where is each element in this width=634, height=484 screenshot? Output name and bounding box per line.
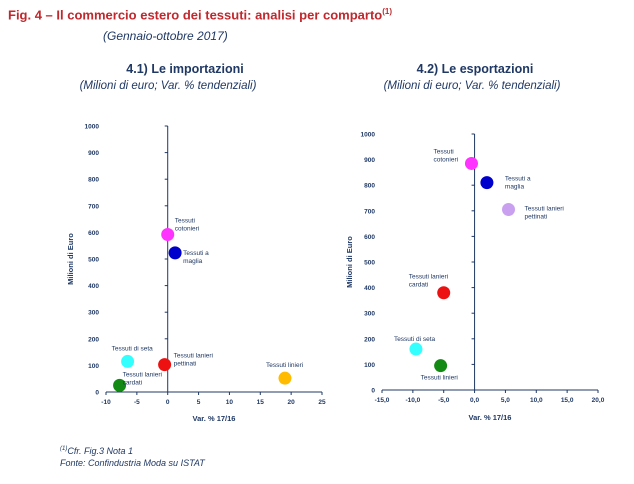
footnote-note: (1)Cfr. Fig.3 Nota 1 [60,446,134,456]
imports-panel-title: 4.1) Le importazioni [126,62,244,76]
imports-panel-subtitle: (Milioni di euro; Var. % tendenziali) [79,80,257,92]
chart-exports-point-label: maglia [505,184,525,191]
chart-imports-x-tick-label: 15 [257,399,265,406]
chart-imports-y-tick-label: 700 [88,203,99,210]
chart-exports-point-label: Tessuti [433,148,453,155]
chart-exports-point-label: Tessuti lanieri [409,274,448,281]
chart-exports-point [437,286,451,300]
chart-imports-point-label: Tessuti [175,218,195,225]
chart-imports-x-tick-label: 10 [226,399,234,406]
chart-exports-point-label: Tessuti linieri [421,375,458,382]
chart-exports-point [409,342,423,356]
chart-imports-point-label: Tessuti a [183,250,209,257]
chart-exports-point-label: cotonieri [433,156,458,163]
chart-exports-x-tick-label: 20,0 [592,397,605,404]
chart-exports-y-tick-label: 100 [364,362,375,369]
figure-subtitle: (Gennaio-ottobre 2017) [103,29,228,43]
chart-imports-y-tick-label: 0 [95,390,99,397]
chart-imports-y-tick-label: 600 [88,230,99,237]
chart-exports-y-tick-label: 400 [364,285,375,292]
chart-imports-x-tick-label: -10 [101,399,111,406]
chart-imports-y-tick-label: 1000 [85,124,100,131]
chart-imports-y-tick-label: 500 [88,257,99,264]
footnote-source: Fonte: Confindustria Moda su ISTAT [60,458,205,468]
chart-exports-x-axis-title: Var. % 17/16 [469,413,512,422]
chart-exports-y-tick-label: 200 [364,336,375,343]
chart-imports-point-label: Tessuti linieri [266,362,303,369]
chart-imports-point [278,371,292,385]
chart-imports-point-label: Tessuti lanieri [174,353,213,360]
chart-exports-x-tick-label: -10,0 [405,397,420,404]
chart-imports-x-axis-title: Var. % 17/16 [193,414,236,423]
chart-imports-point-label: Tessuti di seta [112,345,154,352]
chart-imports-point [113,378,127,392]
chart-imports-x-tick-label: 25 [318,399,326,406]
chart-imports-y-tick-label: 200 [88,336,99,343]
chart-exports-y-tick-label: 500 [364,260,375,267]
chart-exports-x-tick-label: 10,0 [530,397,543,404]
chart-exports-point-label: Tessuti a [505,176,531,183]
chart-imports-point [168,246,182,260]
chart-imports-x-tick-label: 5 [197,399,201,406]
chart-exports-point [464,156,478,170]
chart-imports-x-tick-label: 20 [288,399,296,406]
chart-imports-y-axis-title: Milioni di Euro [66,233,75,285]
chart-exports-y-tick-label: 700 [364,208,375,215]
chart-exports-point [434,359,448,373]
chart-exports-y-tick-label: 1000 [361,132,376,139]
chart-imports-point-label: Tessuti lanieri [123,371,162,378]
chart-exports-x-tick-label: -15,0 [375,397,390,404]
chart-exports-x-tick-label: 15,0 [561,397,574,404]
chart-imports-point-label: pettinati [174,361,197,368]
exports-panel-subtitle: (Milioni di euro; Var. % tendenziali) [383,80,561,92]
chart-imports-y-tick-label: 900 [88,150,99,157]
chart-exports-y-tick-label: 600 [364,234,375,241]
chart-exports-point-label: Tessuti di seta [394,336,436,343]
chart-imports-point-label: cardati [123,379,143,386]
chart-exports-x-tick-label: -5,0 [438,397,450,404]
chart-imports-point [158,358,172,372]
chart-exports-point [480,176,494,190]
chart-exports-point-label: pettinati [525,214,548,221]
chart-exports-y-tick-label: 800 [364,183,375,190]
chart-imports-point [161,228,175,242]
chart-exports-point [502,203,516,217]
chart-imports-y-tick-label: 400 [88,283,99,290]
chart-exports-y-tick-label: 0 [371,388,375,395]
chart-exports-y-axis-title: Milioni di Euro [345,236,354,288]
chart-imports-point [121,354,135,368]
chart-exports-point-label: cardati [409,282,429,289]
chart-exports-x-tick-label: 5,0 [501,397,510,404]
chart-exports-point-label: Tessuti lanieri [525,206,564,213]
chart-imports-point-label: maglia [183,258,203,265]
chart-imports-y-tick-label: 800 [88,177,99,184]
chart-exports-y-tick-label: 900 [364,157,375,164]
exports-panel-title: 4.2) Le esportazioni [416,62,534,76]
chart-imports-y-tick-label: 100 [88,363,99,370]
chart-exports-y-tick-label: 300 [364,311,375,318]
chart-imports-point-label: cotonieri [175,226,200,233]
chart-imports-x-tick-label: -5 [134,399,140,406]
chart-imports-x-tick-label: 0 [166,399,170,406]
figure-title: Fig. 4 – Il commercio estero dei tessuti… [8,7,393,23]
chart-exports-x-tick-label: 0,0 [470,397,479,404]
chart-imports-y-tick-label: 300 [88,310,99,317]
